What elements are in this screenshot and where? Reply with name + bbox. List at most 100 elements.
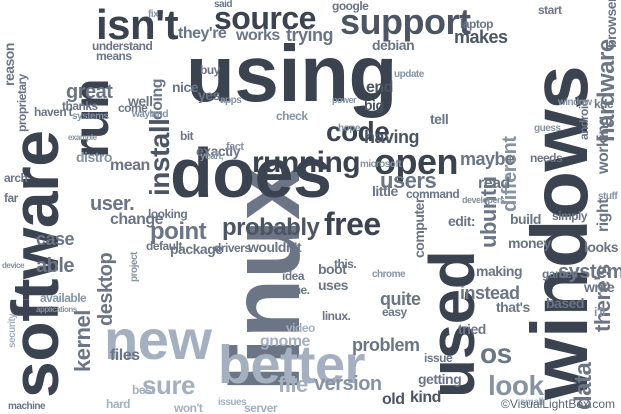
word-install: install (144, 118, 175, 196)
word-user: user. (90, 193, 135, 215)
word-microsoft: microsoft (360, 159, 402, 170)
word-hope: hope (338, 123, 360, 134)
word-kde: kde (594, 97, 614, 111)
word-source: source (214, 0, 316, 36)
word-systemd: systemd (558, 261, 621, 283)
word-thats: that's (496, 299, 530, 315)
word-case: case (36, 229, 75, 249)
word-write: write (584, 279, 615, 295)
word-problem: problem (352, 335, 420, 355)
word-works: works (236, 27, 280, 44)
word-running: running (252, 146, 361, 179)
word-issue: issue (424, 351, 453, 365)
word-little: little (372, 183, 398, 199)
word-users: users (380, 168, 437, 193)
word-exactly: exactly (196, 143, 240, 159)
word-free: free (324, 206, 381, 242)
word-instead: instead (460, 283, 520, 303)
word-far: far (4, 191, 18, 205)
word-desktop: desktop (95, 252, 117, 326)
word-chrome: chrome (372, 269, 406, 280)
word-old: old (382, 391, 405, 408)
word-look: look (488, 370, 544, 401)
word-gnome: gnome (260, 333, 310, 350)
word-making: making (476, 263, 523, 279)
word-right: right (595, 198, 612, 232)
word-arch: arch (4, 171, 28, 185)
word-stuff: stuff (598, 191, 618, 202)
word-google: google (332, 0, 369, 13)
word-security: security (7, 313, 18, 348)
word-able: able (36, 255, 75, 277)
word-looking: looking (148, 207, 188, 221)
word-laptop: laptop (460, 17, 494, 31)
word-better: better (218, 335, 366, 395)
word-wont: won't (174, 401, 203, 414)
word-window: window (558, 97, 592, 108)
word-hard: hard (106, 397, 131, 411)
word-time: time. (284, 283, 310, 297)
word-sure: sure (142, 370, 195, 400)
word-file: file (278, 372, 308, 397)
word-issues: issues (218, 397, 247, 408)
word-uses: uses (318, 277, 348, 293)
word-computer: computer (411, 198, 427, 258)
word-debian: debian (372, 37, 415, 53)
word-well: well, (128, 93, 156, 109)
word-drivers: drivers (214, 241, 251, 255)
word-build: build (510, 211, 541, 227)
word-point: point (150, 218, 207, 245)
word-server: server (244, 401, 278, 414)
word-great: great (66, 81, 113, 103)
word-said: said (214, 0, 233, 10)
word-isnt: isn't (96, 1, 179, 48)
word-example: example (68, 133, 97, 142)
word-maybe: maybe (460, 149, 515, 169)
word-tell: tell (430, 111, 449, 127)
word-needs: needs (530, 151, 563, 165)
word-code: code (326, 116, 390, 147)
word-games: games (542, 267, 578, 281)
word-version: version (314, 373, 382, 395)
word-wouldnt: wouldn't (248, 239, 301, 255)
word-machine: machine (8, 401, 46, 412)
word-reason: reason (1, 43, 17, 86)
word-fact: fact (226, 141, 244, 153)
word-check: check (276, 109, 308, 123)
word-havent: haven't (34, 105, 73, 119)
word-working: working (595, 116, 612, 174)
word-power: power (332, 95, 357, 105)
word-systems: systems (72, 111, 109, 122)
word-kind: kind (410, 389, 441, 406)
word-yeah: yeah, (200, 151, 224, 162)
word-guess: guess (534, 123, 561, 134)
word-understand: understand (92, 39, 153, 53)
word-having: having (364, 127, 420, 147)
word-mean: mean (110, 157, 150, 174)
word-bit: bit (180, 129, 194, 143)
word-based: based (546, 295, 584, 311)
word-big: big (364, 97, 384, 113)
word-makes: makes (454, 27, 508, 47)
word-probably: probably (222, 214, 320, 241)
word-files: files (110, 347, 140, 364)
word-edit: edit: (448, 213, 476, 229)
word-come: come (118, 101, 148, 115)
word-open: open (374, 141, 459, 182)
word-developers: developers (462, 195, 505, 205)
word-thanks: thanks (62, 99, 98, 113)
word-using: using (186, 29, 397, 118)
word-theyre: they're (178, 25, 227, 42)
word-project: project (129, 252, 140, 282)
word-does: does (170, 134, 332, 212)
word-os: os (480, 338, 512, 369)
word-end: end (366, 79, 393, 96)
word-yes: yes, (198, 87, 224, 103)
word-idea: idea (282, 269, 305, 283)
word-wayland: wayland (132, 109, 168, 120)
watermark: ©VisualLightBox.com (500, 397, 615, 411)
word-default: default (146, 239, 182, 253)
word-ill: i'll (594, 305, 605, 319)
word-money: money (508, 235, 551, 251)
